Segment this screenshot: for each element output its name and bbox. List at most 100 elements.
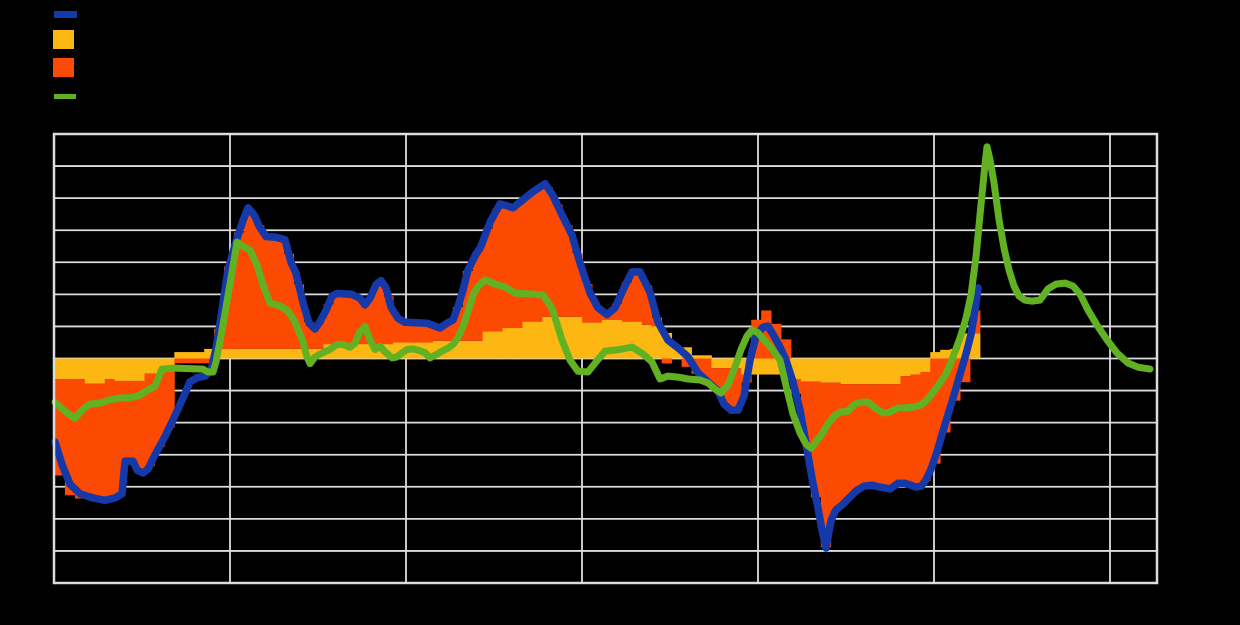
bar-orange bbox=[830, 382, 842, 511]
bar-yellow bbox=[721, 358, 732, 369]
bar-orange bbox=[631, 271, 643, 322]
bar-orange bbox=[154, 373, 165, 447]
bar-orange bbox=[900, 376, 911, 484]
bar-yellow bbox=[263, 348, 275, 359]
bar-orange bbox=[55, 379, 66, 476]
bar-yellow bbox=[671, 347, 682, 359]
bar-yellow bbox=[830, 358, 842, 383]
bar-orange bbox=[124, 380, 135, 462]
bar-orange bbox=[363, 300, 374, 345]
bar-orange bbox=[64, 379, 76, 496]
bar-yellow bbox=[572, 316, 583, 359]
bar-yellow bbox=[293, 348, 305, 359]
bar-orange bbox=[174, 358, 185, 364]
legend bbox=[53, 11, 77, 99]
bar-yellow bbox=[820, 358, 832, 383]
bar-yellow bbox=[791, 358, 802, 380]
bar-orange bbox=[761, 310, 772, 359]
bar-orange bbox=[164, 369, 175, 428]
bar-yellow bbox=[542, 316, 553, 359]
bar-yellow bbox=[910, 358, 921, 375]
bar-yellow bbox=[333, 344, 344, 359]
bar-orange bbox=[94, 383, 106, 500]
bar-orange bbox=[114, 380, 126, 496]
bar-orange bbox=[542, 187, 553, 317]
bar-orange bbox=[293, 284, 305, 349]
legend-swatch-legend-key-blue-line bbox=[54, 11, 77, 18]
bar-yellow bbox=[164, 358, 175, 370]
bar-yellow bbox=[691, 355, 702, 359]
bar-yellow bbox=[592, 322, 603, 359]
bar-orange bbox=[333, 293, 344, 345]
bar-yellow bbox=[114, 358, 126, 381]
bar-orange bbox=[442, 322, 454, 341]
bar-yellow bbox=[562, 316, 573, 359]
bar-yellow bbox=[84, 358, 96, 384]
bar-yellow bbox=[343, 344, 354, 359]
bar-yellow bbox=[860, 358, 871, 385]
bar-yellow bbox=[283, 348, 295, 359]
bar-yellow bbox=[452, 340, 464, 359]
bar-orange bbox=[820, 382, 832, 548]
bar-orange bbox=[184, 358, 195, 364]
bar-yellow bbox=[423, 342, 434, 359]
bar-yellow bbox=[890, 358, 901, 385]
bar-orange bbox=[313, 323, 324, 349]
bar-yellow bbox=[124, 358, 135, 381]
bar-orange bbox=[930, 358, 941, 464]
bar-yellow bbox=[701, 355, 712, 359]
bar-orange bbox=[273, 238, 285, 349]
legend-swatch-legend-key-green-line bbox=[54, 94, 76, 99]
bar-orange bbox=[502, 206, 513, 329]
series-green-line-path bbox=[51, 143, 1154, 452]
bar-orange bbox=[472, 251, 484, 341]
bar-orange bbox=[890, 384, 901, 486]
bar-yellow bbox=[134, 358, 145, 381]
bar-yellow bbox=[204, 348, 215, 359]
bar-yellow bbox=[751, 358, 762, 375]
bar-orange bbox=[452, 307, 464, 341]
bar-yellow bbox=[74, 358, 86, 380]
bar-orange bbox=[731, 368, 742, 411]
bar-yellow bbox=[492, 331, 503, 359]
bar-yellow bbox=[840, 358, 852, 385]
bar-orange bbox=[701, 358, 712, 384]
bar-orange bbox=[611, 303, 623, 321]
bar-yellow bbox=[711, 358, 722, 369]
lines-layer bbox=[51, 143, 1154, 552]
bar-yellow bbox=[472, 340, 484, 359]
bar-orange bbox=[880, 384, 891, 489]
bar-yellow bbox=[930, 352, 941, 359]
bar-yellow bbox=[462, 340, 474, 359]
bar-yellow bbox=[970, 333, 981, 359]
bar-yellow bbox=[393, 342, 404, 359]
bar-yellow bbox=[104, 358, 116, 380]
bar-orange bbox=[582, 284, 593, 323]
bar-orange bbox=[383, 296, 394, 345]
bar-yellow bbox=[253, 348, 265, 359]
bar-yellow bbox=[771, 358, 782, 375]
bar-orange bbox=[800, 381, 812, 443]
bar-orange bbox=[940, 358, 951, 433]
bar-yellow bbox=[880, 358, 891, 385]
bar-yellow bbox=[800, 358, 812, 382]
bar-orange bbox=[960, 358, 971, 383]
bar-orange bbox=[592, 306, 603, 323]
bars-layer bbox=[55, 187, 981, 548]
bar-orange bbox=[194, 358, 205, 364]
bar-yellow bbox=[194, 352, 205, 359]
bar-orange bbox=[661, 358, 673, 364]
bar-yellow bbox=[353, 344, 364, 359]
bar-orange bbox=[134, 380, 145, 472]
bar-yellow bbox=[184, 352, 195, 359]
bar-orange bbox=[621, 282, 633, 322]
plot-border-rect bbox=[52, 132, 1159, 585]
bar-yellow bbox=[273, 348, 285, 359]
bar-orange bbox=[144, 373, 155, 467]
bar-orange bbox=[423, 323, 434, 343]
bar-orange bbox=[562, 225, 573, 317]
bar-orange bbox=[522, 196, 533, 322]
bar-yellow bbox=[661, 332, 673, 359]
bar-yellow bbox=[602, 320, 613, 359]
bar-orange bbox=[403, 322, 414, 343]
